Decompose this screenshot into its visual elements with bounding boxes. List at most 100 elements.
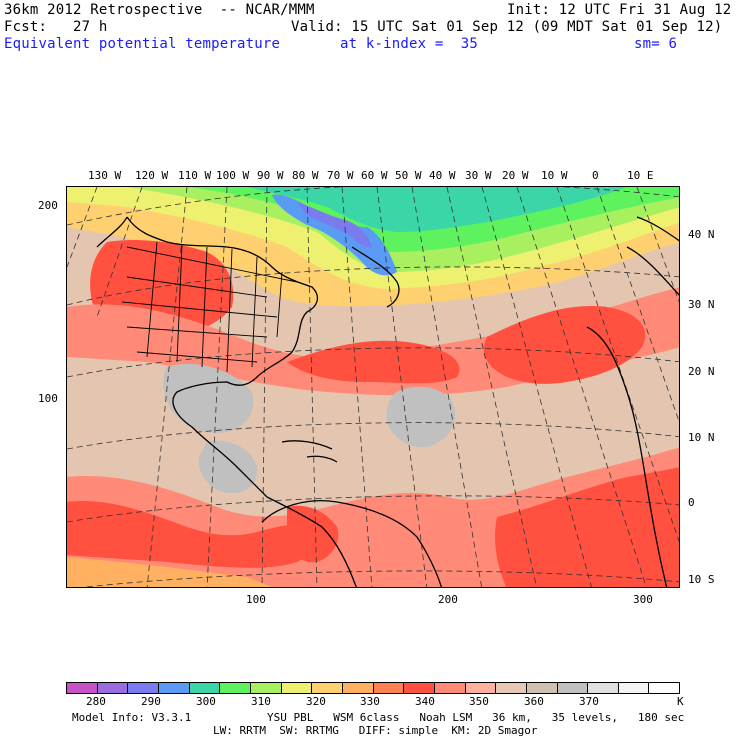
lon-label: 90 W [257,169,284,182]
colorbar-unit: K [677,695,684,708]
coastline-caribbean [281,440,338,463]
meridian-line [636,187,679,303]
smoothing-info: sm= 6 [634,36,678,52]
colorbar-swatch [465,683,497,693]
meridian-line [206,187,228,587]
colorbar-label: 340 [415,695,435,708]
lat-label: 20 N [688,365,715,378]
coastlines [96,216,679,587]
meridian-line [146,187,188,587]
meridian-line [376,187,428,587]
forecast-hour: Fcst: 27 h [4,19,108,35]
field-gray-atlantic [386,386,456,448]
lon-label: 30 W [465,169,492,182]
lon-label: 70 W [327,169,354,182]
model-info: Model Info: V3.3.1 [72,711,192,724]
meridian-line [446,187,537,587]
field-name: Equivalent potential temperature [4,36,281,52]
colorbar-swatch [649,683,680,693]
lat-label: 0 [688,496,695,509]
lon-label: 60 W [361,169,388,182]
coastline-central-america [266,496,357,587]
political-borders [121,241,298,373]
colorbar-label: 310 [251,695,271,708]
colorbar-swatch [588,683,619,693]
grid-x-label: 200 [438,593,458,606]
colorbar-label: 330 [360,695,380,708]
colorbar-swatch [434,683,466,693]
colorbar-label: 360 [524,695,544,708]
meridian-line [516,187,647,587]
colorbar-swatch [189,683,221,693]
colorbar-swatch [250,683,282,693]
lon-label: 20 W [502,169,529,182]
colorbar-swatch [373,683,405,693]
lon-label: 130 W [88,169,122,182]
field-gray-gulf [163,363,254,433]
meridian-line [556,187,679,543]
field-south-orange [67,557,272,587]
border-line [121,276,278,363]
meridian-line [96,187,143,318]
colorbar-label: 370 [579,695,599,708]
meridian-line [596,187,679,423]
grid-y-label: 100 [38,392,58,405]
grid-y-label: 200 [38,199,58,212]
lat-label: 40 N [688,228,715,241]
colorbar-swatch [618,683,650,693]
physics-line-1: YSU PBL WSM 6class Noah LSM 36 km, 35 le… [267,711,685,724]
coastline-europe [626,216,679,296]
colorbar-swatch [220,683,251,693]
lon-label: 110 W [178,169,212,182]
colorbar-label: 280 [86,695,106,708]
coastline-newfoundland [351,246,400,308]
border-line [146,241,283,373]
grid-x-label: 100 [246,593,266,606]
lat-label: 30 N [688,298,715,311]
colorbar-label: 290 [141,695,161,708]
colorbar-swatch [97,683,129,693]
colorbar-label: 320 [306,695,326,708]
field-gray-central [198,440,258,494]
coastline-africa [586,326,668,587]
coastline-north-america [96,216,319,498]
lon-label: 100 W [216,169,250,182]
colorbar-swatch [404,683,435,693]
lat-label: 10 N [688,431,715,444]
meridian-line [411,187,483,587]
parallel-line [67,347,679,378]
lon-label: 120 W [135,169,169,182]
field-band-300 [247,187,627,232]
valid-time: Valid: 15 UTC Sat 01 Sep 12 (09 MDT Sat … [291,19,723,35]
coastline-south-america [261,500,443,587]
border-line [126,246,298,283]
lon-label: 10 W [541,169,568,182]
lon-label: 80 W [292,169,319,182]
init-time: Init: 12 UTC Fri 31 Aug 12 [507,2,732,18]
theta-e-field [67,187,679,587]
colorbar-swatch [158,683,190,693]
colorbar-swatch [526,683,558,693]
colorbar-swatch [67,683,98,693]
colorbar-swatch [128,683,159,693]
field-south-red-east [495,467,679,587]
lon-label: 40 W [429,169,456,182]
lon-label: 0 [592,169,599,182]
colorbar-swatch [496,683,527,693]
colorbar-swatch [342,683,374,693]
plot-title: 36km 2012 Retrospective -- NCAR/MMM [4,2,315,18]
meridian-line [341,187,373,587]
colorbar-label: 300 [196,695,216,708]
field-atlantic-red [287,340,460,384]
theta-e-map [66,186,680,588]
lat-label: 10 S [688,573,715,586]
lon-label: 10 E [627,169,654,182]
lon-label: 50 W [395,169,422,182]
parallel-line [67,422,679,450]
meridian-line [306,187,318,587]
field-south-red-west [67,501,316,568]
physics-line-2: LW: RRTM SW: RRTMG DIFF: simple KM: 2D S… [213,724,538,737]
colorbar-swatch [557,683,589,693]
grid-x-label: 300 [633,593,653,606]
parallel-line [67,495,679,523]
